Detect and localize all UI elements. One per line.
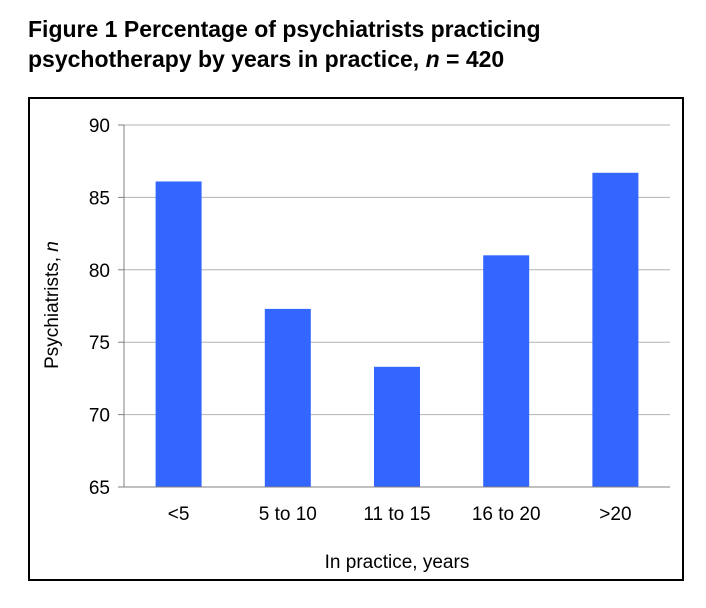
y-tick-label: 85 bbox=[89, 188, 110, 209]
y-axis-title-text: Psychiatrists, bbox=[42, 252, 63, 369]
bar bbox=[264, 308, 311, 487]
y-tick-label: 90 bbox=[89, 116, 110, 137]
figure-title-suffix: = 420 bbox=[439, 46, 505, 72]
y-axis-title: Psychiatrists, n bbox=[42, 241, 63, 369]
bar bbox=[374, 366, 420, 487]
figure-title-line2: psychotherapy by years in practice, n = … bbox=[28, 44, 688, 74]
x-tick-label: 5 to 10 bbox=[259, 504, 317, 525]
figure-title-line2-text: psychotherapy by years in practice, bbox=[28, 46, 426, 72]
y-tick-label: 65 bbox=[89, 478, 110, 499]
bar bbox=[155, 181, 202, 488]
bar bbox=[483, 255, 530, 487]
y-tick-label: 80 bbox=[89, 261, 110, 282]
x-tick-label: 11 to 15 bbox=[363, 504, 430, 525]
x-tick-label: 16 to 20 bbox=[472, 504, 541, 525]
y-tick-labels: 65 70 75 80 85 90 bbox=[89, 116, 110, 499]
chart-frame bbox=[28, 97, 684, 581]
y-axis-title-n: n bbox=[42, 241, 63, 252]
x-tick-label: >20 bbox=[599, 504, 631, 525]
bars bbox=[155, 172, 639, 488]
figure-title-line1: Figure 1 Percentage of psychiatrists pra… bbox=[28, 16, 541, 42]
figure-title-n: n bbox=[425, 46, 440, 72]
x-axis-title: In practice, years bbox=[325, 552, 470, 573]
x-tick-label: <5 bbox=[168, 504, 190, 525]
figure-title: Figure 1 Percentage of psychiatrists pra… bbox=[28, 14, 688, 74]
y-tick-label: 75 bbox=[89, 333, 110, 354]
x-tick-labels: <5 5 to 10 11 to 15 16 to 20 >20 bbox=[168, 504, 632, 525]
axes bbox=[118, 125, 670, 488]
bar bbox=[592, 172, 639, 487]
y-tick-label: 70 bbox=[89, 406, 110, 427]
